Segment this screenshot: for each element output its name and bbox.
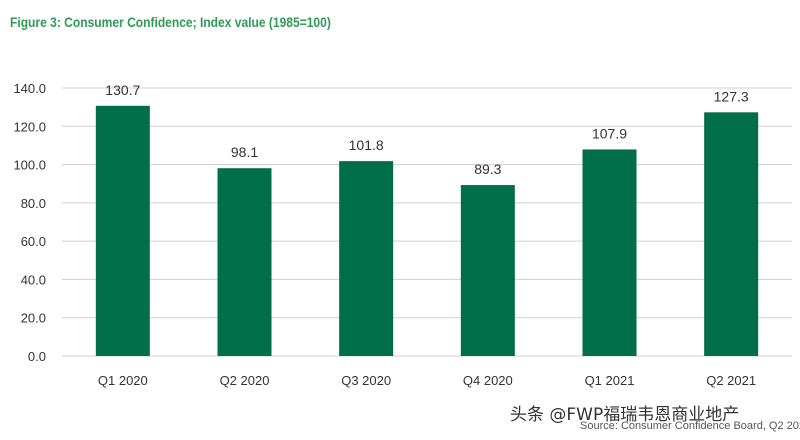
bar: [217, 168, 272, 356]
bars: [95, 105, 759, 356]
y-tick-label: 0.0: [28, 349, 46, 364]
y-tick-label: 80.0: [21, 196, 46, 211]
y-tick-label: 20.0: [21, 311, 46, 326]
x-tick-label: Q2 2021: [706, 373, 756, 388]
x-tick-label: Q1 2021: [585, 373, 635, 388]
data-label: 130.7: [105, 82, 140, 98]
y-tick-label: 60.0: [21, 234, 46, 249]
bar: [704, 112, 759, 356]
data-label: 89.3: [474, 161, 501, 177]
value-labels: 130.7 98.1 101.8 89.3 107.9 127.3: [105, 82, 749, 177]
x-tick-label: Q1 2020: [98, 373, 148, 388]
y-tick-label: 100.0: [13, 158, 46, 173]
y-tick-label: 140.0: [13, 81, 46, 96]
y-axis-ticks: 0.0 20.0 40.0 60.0 80.0 100.0 120.0 140.0: [13, 81, 46, 364]
bar: [95, 105, 150, 356]
data-label: 98.1: [231, 144, 258, 160]
bar: [339, 161, 394, 356]
data-label: 127.3: [714, 88, 749, 104]
gridlines: [62, 87, 792, 357]
x-tick-label: Q2 2020: [220, 373, 270, 388]
x-tick-label: Q4 2020: [463, 373, 513, 388]
source-note: Source: Consumer Confidence Board, Q2 20…: [580, 420, 800, 432]
x-axis-labels: Q1 2020 Q2 2020 Q3 2020 Q4 2020 Q1 2021 Q2 20…: [98, 373, 756, 388]
bar: [460, 185, 515, 356]
data-label: 107.9: [592, 125, 627, 141]
chart-title: Figure 3: Consumer Confidence; Index val…: [10, 14, 331, 30]
y-tick-label: 120.0: [13, 119, 46, 134]
x-tick-label: Q3 2020: [341, 373, 391, 388]
watermark-text: 头条 @FWP福瑞韦恩商业地产: [510, 405, 740, 425]
y-tick-label: 40.0: [21, 272, 46, 287]
bar: [582, 149, 637, 356]
data-label: 101.8: [349, 137, 384, 153]
